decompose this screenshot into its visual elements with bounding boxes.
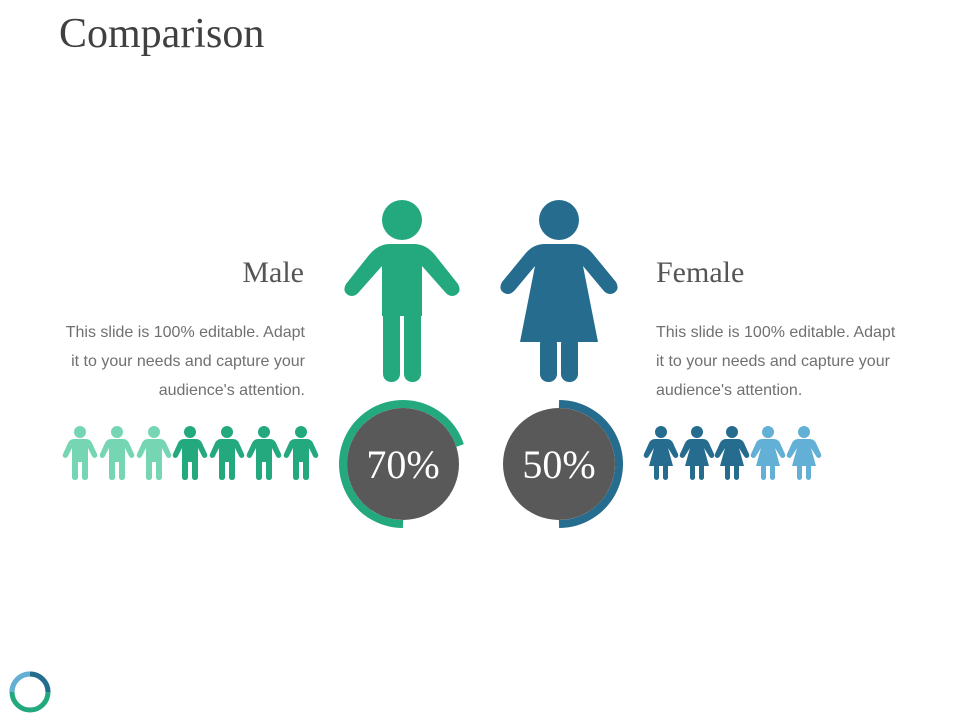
page-title: Comparison [59,11,265,57]
male-person-icon-4 [172,426,208,480]
female-heading: Female [656,256,745,289]
female-percent-gauge: 50% [503,400,624,528]
female-percent-circle [503,408,615,520]
corner-ring-logo [9,671,51,713]
male-person-icon-2 [99,426,135,480]
male-person-icon-3 [136,426,172,480]
male-progress-arc [339,399,464,528]
female-person-icon-5 [786,426,822,480]
female-person-icon-4 [750,426,786,480]
male-heading: Male [242,256,304,289]
male-figure-icon [344,200,460,382]
male-people-row [62,426,319,480]
male-person-icon-1 [62,426,98,480]
female-description: This slide is 100% editable. Adapt it to… [656,324,896,399]
male-person-icon-7 [283,426,319,480]
female-percent-label: 50% [522,442,595,487]
male-description: This slide is 100% editable. Adapt it to… [65,324,305,399]
male-percent-gauge: 70% [339,399,464,528]
female-person-icon-2 [679,426,715,480]
female-person-icon-3 [714,426,750,480]
female-progress-arc [558,400,624,528]
female-figure-icon [500,200,618,382]
male-person-icon-5 [209,426,245,480]
male-percent-label: 70% [366,442,439,487]
female-person-icon-1 [643,426,679,480]
female-people-row [643,426,822,480]
male-person-icon-6 [246,426,282,480]
male-percent-circle [347,408,459,520]
